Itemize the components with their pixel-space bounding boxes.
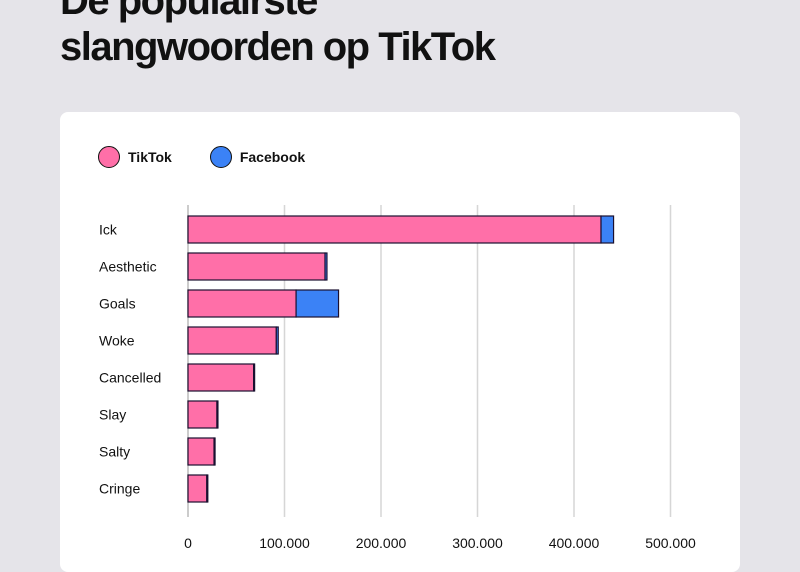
category-label: Ick <box>99 222 118 238</box>
x-tick-label: 300.000 <box>452 535 503 551</box>
legend-label-tiktok: TikTok <box>128 149 172 165</box>
x-tick-label: 400.000 <box>549 535 600 551</box>
page-title: De populairste slangwoorden op TikTok <box>60 0 496 70</box>
legend-swatch-facebook <box>209 146 232 168</box>
bar-facebook <box>324 252 328 281</box>
bar-facebook <box>275 326 279 355</box>
chart-card <box>60 112 740 572</box>
category-label: Cancelled <box>99 370 161 386</box>
bar-facebook <box>206 474 209 503</box>
bar-tiktok <box>187 437 215 466</box>
legend: TikTok Facebook <box>98 146 305 168</box>
x-tick-label: 0 <box>184 535 192 551</box>
bar-tiktok <box>187 363 255 392</box>
bar-tiktok <box>187 215 602 244</box>
bar-tiktok <box>187 289 297 318</box>
x-tick-label: 500.000 <box>645 535 696 551</box>
bar-facebook <box>295 289 340 318</box>
bar-tiktok <box>187 400 218 429</box>
bar-facebook <box>600 215 615 244</box>
category-label: Cringe <box>99 481 140 497</box>
x-tick-label: 200.000 <box>356 535 407 551</box>
legend-item-facebook: Facebook <box>209 146 306 168</box>
legend-swatch-tiktok <box>98 146 120 168</box>
legend-label-facebook: Facebook <box>239 149 306 165</box>
category-label: Aesthetic <box>99 259 157 275</box>
category-label: Salty <box>99 444 130 460</box>
bar-tiktok <box>187 474 208 503</box>
legend-item-tiktok: TikTok <box>98 146 172 168</box>
bar-facebook <box>216 400 219 429</box>
title-line-2: slangwoorden op TikTok <box>60 25 496 69</box>
category-label: Woke <box>99 333 135 349</box>
title-line-1: De populairste <box>60 0 318 23</box>
bar-tiktok <box>187 252 326 281</box>
bar-tiktok <box>187 326 277 355</box>
category-label: Goals <box>99 296 136 312</box>
bar-chart: 0 100.000 200.000 300.000 400.000 500.000 Ick A… <box>99 205 696 551</box>
x-tick-label: 100.000 <box>259 535 310 551</box>
category-label: Slay <box>99 407 126 423</box>
bar-facebook <box>213 437 216 466</box>
bar-facebook <box>253 363 256 392</box>
